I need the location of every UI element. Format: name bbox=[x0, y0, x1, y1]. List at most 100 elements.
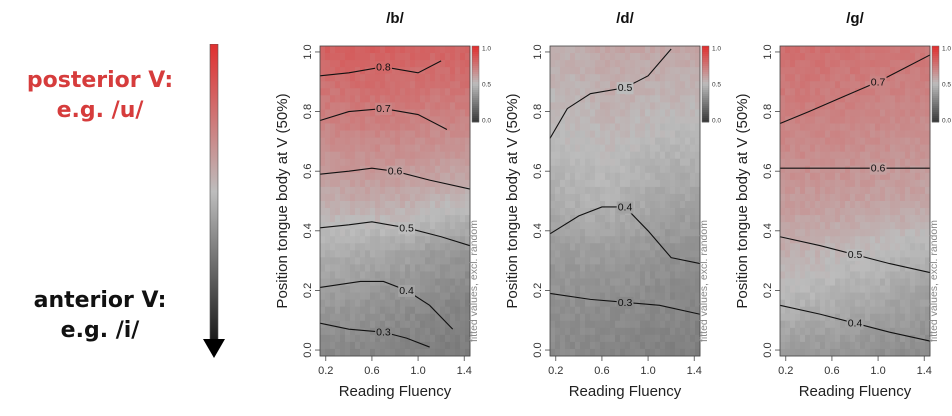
heat-cell bbox=[600, 53, 606, 61]
heat-cell bbox=[370, 53, 376, 61]
heat-cell bbox=[550, 208, 556, 216]
heat-cell bbox=[420, 165, 426, 174]
heat-cell bbox=[435, 179, 441, 188]
heat-cell bbox=[660, 193, 666, 202]
heat-cell bbox=[620, 137, 626, 146]
heat-cell bbox=[780, 137, 786, 146]
heat-cell bbox=[370, 299, 376, 308]
heat-cell bbox=[875, 179, 881, 188]
heat-cell bbox=[800, 236, 806, 244]
heat-cell bbox=[895, 341, 901, 350]
heat-cell bbox=[860, 186, 866, 195]
heat-cell bbox=[620, 116, 626, 124]
heat-cell bbox=[375, 137, 381, 146]
heat-cell bbox=[845, 53, 851, 61]
heat-cell bbox=[840, 193, 846, 202]
heat-cell bbox=[655, 193, 661, 202]
heat-cell bbox=[550, 186, 556, 195]
heat-cell bbox=[395, 74, 401, 82]
heat-cell bbox=[680, 208, 686, 216]
heat-cell bbox=[635, 102, 641, 110]
heat-cell bbox=[645, 348, 651, 357]
heat-cell bbox=[455, 250, 461, 258]
heat-cell bbox=[830, 215, 836, 223]
heat-cell bbox=[430, 179, 436, 188]
heat-cell bbox=[360, 102, 366, 110]
heat-cell bbox=[625, 341, 631, 350]
heat-cell bbox=[425, 165, 431, 174]
heat-cell bbox=[465, 137, 471, 146]
heat-cell bbox=[320, 327, 326, 336]
heat-cell bbox=[350, 299, 356, 308]
heat-cell bbox=[335, 95, 341, 103]
heat-cell bbox=[595, 60, 601, 68]
heat-cell bbox=[915, 327, 921, 336]
heat-cell bbox=[450, 299, 456, 308]
heat-cell bbox=[905, 46, 911, 54]
heat-cell bbox=[675, 179, 681, 188]
heat-cell bbox=[445, 53, 451, 61]
heat-cell bbox=[670, 123, 676, 131]
heat-cell bbox=[555, 201, 561, 209]
heat-cell bbox=[335, 186, 341, 195]
heat-cell bbox=[825, 130, 831, 138]
heat-cell bbox=[605, 74, 611, 82]
heat-cell bbox=[550, 151, 556, 160]
heat-cell bbox=[560, 341, 566, 350]
heat-cell bbox=[445, 348, 451, 357]
heat-cell bbox=[635, 144, 641, 153]
heat-cell bbox=[410, 299, 416, 308]
heat-cell bbox=[365, 278, 371, 286]
heat-cell bbox=[695, 151, 701, 160]
heat-cell bbox=[550, 81, 556, 89]
heat-cell bbox=[430, 137, 436, 146]
heat-cell bbox=[415, 257, 421, 265]
heat-cell bbox=[925, 116, 931, 124]
contour-label: 0.7 bbox=[871, 76, 886, 88]
heat-cell bbox=[415, 53, 421, 61]
heat-cell bbox=[405, 348, 411, 357]
heat-cell bbox=[370, 74, 376, 82]
heat-cell bbox=[595, 341, 601, 350]
heat-cell bbox=[560, 74, 566, 82]
heat-cell bbox=[655, 313, 661, 322]
heat-cell bbox=[800, 215, 806, 223]
heat-cell bbox=[645, 306, 651, 315]
heat-cell bbox=[880, 243, 886, 251]
heat-cell bbox=[330, 236, 336, 244]
heat-cell bbox=[695, 257, 701, 265]
y-axis-label: Position tongue body at V (50%) bbox=[504, 93, 521, 308]
colorbar-segment bbox=[702, 108, 709, 111]
heat-cell bbox=[585, 271, 591, 279]
heat-cell bbox=[615, 292, 621, 301]
heat-cell bbox=[385, 137, 391, 146]
heat-cell bbox=[695, 222, 701, 230]
contour-line bbox=[549, 48, 672, 139]
heat-cell bbox=[690, 116, 696, 124]
heat-cell bbox=[635, 60, 641, 68]
heat-cell bbox=[620, 243, 626, 251]
heat-cell bbox=[625, 193, 631, 202]
heat-cell bbox=[900, 208, 906, 216]
heat-cell bbox=[830, 257, 836, 265]
heat-cell bbox=[615, 285, 621, 293]
colorbar-segment bbox=[932, 120, 939, 123]
heat-cell bbox=[435, 341, 441, 350]
heat-cell bbox=[560, 271, 566, 279]
heat-cell bbox=[805, 88, 811, 96]
heat-cell bbox=[395, 193, 401, 202]
heat-cell bbox=[320, 236, 326, 244]
heat-cell bbox=[690, 109, 696, 117]
heat-cell bbox=[915, 229, 921, 237]
heat-cell bbox=[825, 257, 831, 265]
heat-cell bbox=[655, 208, 661, 216]
heat-cell bbox=[795, 334, 801, 343]
heat-cell bbox=[415, 130, 421, 138]
heat-cell bbox=[580, 137, 586, 146]
heat-cell bbox=[465, 165, 471, 174]
heat-cell bbox=[580, 257, 586, 265]
heat-cell bbox=[570, 88, 576, 96]
heat-cell bbox=[320, 67, 326, 75]
heat-cell bbox=[655, 116, 661, 124]
heat-cell bbox=[635, 243, 641, 251]
